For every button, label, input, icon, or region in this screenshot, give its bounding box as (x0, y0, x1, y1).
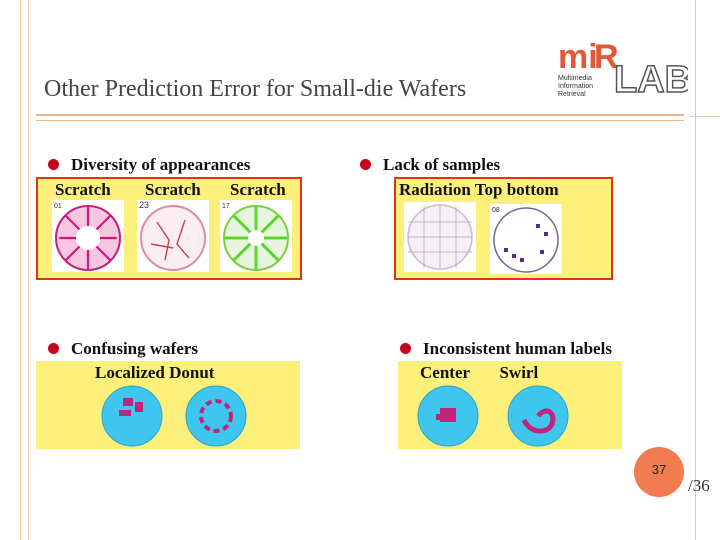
page-number-badge (634, 447, 684, 497)
bullet-confusing-text: Confusing wafers (71, 339, 199, 358)
wafer-radiation (404, 202, 476, 272)
wafer-top-bottom: 08 (490, 204, 562, 274)
bullet-confusing: Confusing wafers (48, 339, 198, 359)
svg-text:LAB.: LAB. (614, 59, 688, 100)
caption-radiation-topbottom: Radiation Top bottom (399, 180, 559, 199)
svg-text:08: 08 (492, 207, 500, 214)
frame-line-left-inner (28, 0, 29, 540)
page-number: 37 (651, 462, 667, 477)
caption-scratch-1: Scratch (55, 180, 111, 199)
wafer-scratch-3: 17 (220, 200, 292, 272)
wafer-scratch-2: 23 (137, 200, 209, 272)
bullet-dot (48, 158, 59, 170)
caption-center-swirl: Center Swirl (420, 363, 539, 382)
caption-scratch-2: Scratch (145, 180, 201, 199)
logo-mark: mi (558, 38, 598, 76)
svg-text:23: 23 (139, 200, 149, 210)
page-total: /36 (688, 476, 710, 495)
wafer-scratch-1: 01 (52, 200, 124, 272)
svg-text:R: R (594, 38, 619, 76)
bullet-diversity-text: Diversity of appearances (71, 155, 251, 174)
bullet-lack-text: Lack of samples (383, 155, 501, 174)
svg-text:17: 17 (222, 203, 230, 210)
wafer-center (414, 384, 482, 448)
caption-localized-donut: Localized Donut (95, 363, 215, 382)
frame-line-right (695, 0, 696, 540)
logo-line3: Retrieval (558, 91, 586, 98)
caption-scratch-3: Scratch (230, 180, 286, 199)
bullet-lack: Lack of samples (360, 155, 500, 175)
bullet-dot (360, 158, 371, 170)
bullet-dot (48, 342, 59, 354)
title-divider-thin (36, 120, 684, 121)
bullet-dot (400, 342, 411, 354)
title-divider (36, 114, 684, 116)
wafer-donut (180, 384, 252, 448)
frame-line-corner (690, 116, 720, 117)
wafer-swirl (502, 384, 574, 448)
logo-line2: Information (558, 83, 593, 90)
bullet-inconsistent-text: Inconsistent human labels (423, 339, 612, 358)
slide-title: Other Prediction Error for Small-die Waf… (44, 76, 467, 102)
bullet-diversity: Diversity of appearances (48, 155, 250, 175)
mirlab-logo: mi R Multimedia Information Retrieval LA… (558, 38, 688, 100)
bullet-inconsistent: Inconsistent human labels (400, 339, 612, 359)
wafer-localized (95, 384, 169, 448)
svg-text:01: 01 (54, 203, 62, 210)
logo-line1: Multimedia (558, 75, 592, 82)
frame-line-left (20, 0, 21, 540)
